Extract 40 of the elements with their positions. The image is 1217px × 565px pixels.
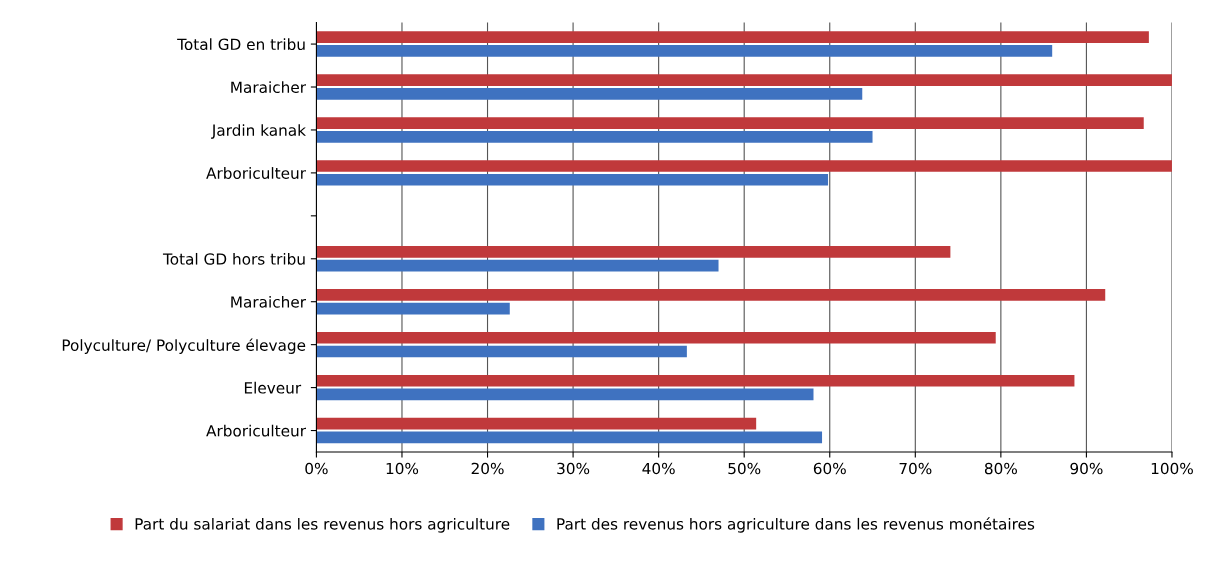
x-tick-label: 100% xyxy=(1151,462,1193,475)
y-tick-label: Eleveur xyxy=(244,381,302,394)
legend-label: Part des revenus hors agriculture dans les revenus monétaires xyxy=(557,517,1035,533)
x-tick-label: 70% xyxy=(899,462,932,475)
y-tick-label: Arboriculteur xyxy=(206,424,306,437)
bar xyxy=(316,74,1172,86)
x-tick-label: 90% xyxy=(1070,462,1103,475)
y-tick-label: Jardin kanak xyxy=(211,124,306,139)
x-tick-label: 30% xyxy=(557,462,590,475)
y-tick-label: Polyculture/ Polyculture élevage xyxy=(62,338,306,354)
bar xyxy=(316,374,1075,387)
bar xyxy=(316,388,814,401)
bar xyxy=(316,289,1106,301)
legend-label: Part du salariat dans les revenus hors agriculture xyxy=(135,517,510,533)
y-tick-label: Arboriculteur xyxy=(206,167,306,179)
bar xyxy=(316,417,757,430)
bar xyxy=(316,117,1144,129)
x-tick-label: 20% xyxy=(471,462,504,475)
bar xyxy=(316,302,510,315)
x-tick-label: 0% xyxy=(305,462,328,475)
bar xyxy=(316,173,829,186)
x-tick-label: 10% xyxy=(386,462,419,475)
x-tick-label: 80% xyxy=(984,462,1017,475)
bar xyxy=(316,45,1053,57)
y-tick-label: Maraicher xyxy=(231,81,306,94)
bar xyxy=(316,88,863,100)
bar xyxy=(316,345,687,358)
bar xyxy=(316,246,951,258)
y-tick-label: Maraicher xyxy=(231,295,306,308)
bar xyxy=(316,431,823,444)
x-tick-label: 40% xyxy=(642,462,675,475)
bar xyxy=(316,31,1149,44)
x-tick-label: 60% xyxy=(813,462,846,475)
bar xyxy=(316,130,873,143)
y-tick-label: Total GD hors tribu xyxy=(162,252,305,265)
x-tick-label: 50% xyxy=(728,462,761,475)
bar xyxy=(316,160,1172,172)
y-tick-label: Total GD en tribu xyxy=(177,38,305,51)
bar xyxy=(316,259,719,272)
bar xyxy=(316,331,996,344)
